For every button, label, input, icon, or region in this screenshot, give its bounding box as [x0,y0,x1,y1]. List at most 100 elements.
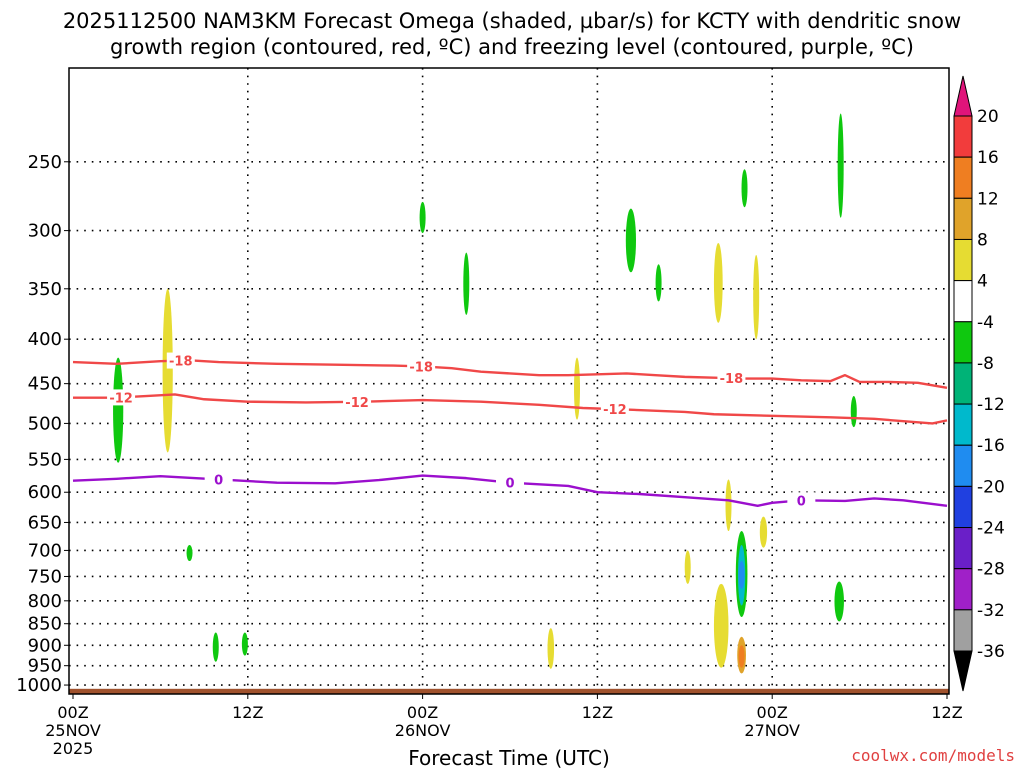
y-tick-label: 500 [28,413,62,434]
contour-label-bg [343,393,372,410]
colorbar-bin [953,362,973,405]
colorbar-label: -8 [977,354,994,374]
y-tick-label: 950 [28,656,62,677]
terrain-band [69,688,949,694]
omega-feature [463,252,470,315]
colorbar-bin [953,280,973,323]
y-tick-label: 450 [28,374,62,395]
contour-label-bg [107,389,136,406]
colorbar-bin [953,321,973,364]
colorbar-bin [953,403,973,446]
x-tick-label: 00Z [57,703,88,722]
colorbar-bin [953,238,973,282]
omega-feature [162,288,173,453]
x-tick-label: 2025 [53,739,94,758]
colorbar-label: -36 [977,642,1005,662]
plot-area: -18 -18 -18 -12 -12 -12 0 0 0 [68,67,950,695]
omega-feature [212,632,219,662]
y-axis: 2503003504004505005506006507007508008509… [16,152,69,696]
terrain-fill [69,688,949,694]
omega-feature [738,645,745,668]
y-tick-label: 650 [28,512,62,533]
omega-feature [655,264,662,302]
omega-feature [837,113,844,218]
colorbar-label: 16 [977,148,999,168]
colorbar-label: -16 [977,436,1005,456]
x-tick-label: 12Z [232,703,263,722]
y-tick-label: 300 [28,221,62,242]
y-tick-label: 700 [28,540,62,561]
colorbar-bin [953,156,973,199]
colorbar-bin [953,609,973,652]
colorbar-label: 20 [977,107,999,127]
omega-feature [547,628,555,669]
chart-title-line-1: 2025112500 NAM3KM Forecast Omega (shaded… [63,9,961,33]
contour--12 [73,393,948,425]
omega-feature [186,544,193,562]
plot-frame [68,67,950,695]
omega-feature [759,516,768,548]
omega-feature [753,254,760,340]
omega-feature [741,169,748,208]
y-tick-label: 600 [28,482,62,503]
contour-label: -12 [109,391,133,406]
contour-label-bg [496,474,524,491]
colorbar-bin [953,115,973,158]
omega-feature [834,581,844,622]
colorbar-bottom-arrow [953,650,973,692]
x-tick-label: 00Z [757,703,788,722]
y-tick-label: 400 [28,329,62,350]
y-tick-label: 550 [28,449,62,470]
colorbar-bin [953,444,973,487]
contour-label: 0 [214,473,223,488]
omega-feature [113,357,124,463]
temperature-contours: -18 -18 -18 -12 -12 -12 0 0 0 [72,352,948,509]
colorbar-bin [953,527,973,570]
omega-shaded-features [113,113,857,674]
omega-feature [241,632,248,656]
contour-label: 0 [797,494,806,509]
watermark: coolwx.com/models [851,746,1015,765]
contour-label-bg [787,492,816,509]
contour-label: -12 [603,403,627,418]
contour-label-bg [166,352,195,369]
omega-feature [738,561,745,589]
colorbar-bin [953,197,973,240]
omega-feature [725,479,732,532]
contour-label: -18 [720,372,744,387]
colorbar-label: -24 [977,519,1005,539]
colorbar-bin [953,568,973,611]
x-tick-label: 00Z [407,703,438,722]
contour-label: -18 [409,360,433,375]
contour-label-bg [204,471,233,488]
contour-label-bg [600,401,629,418]
y-tick-label: 250 [28,152,62,173]
y-tick-label: 800 [28,591,62,612]
contour-label-bg [407,358,436,375]
contour-label: -18 [169,355,193,370]
contour-0 [72,474,948,508]
y-tick-label: 900 [28,635,62,656]
x-tick-label: 12Z [582,703,613,722]
colorbar-label: -20 [977,477,1005,497]
contour-label: 0 [505,477,514,492]
omega-feature [419,201,426,234]
colorbar-bin [953,485,973,529]
omega-feature [713,583,729,668]
x-axis-label: Forecast Time (UTC) [408,746,610,768]
x-tick-label: 25NOV [45,721,101,740]
colorbar-top-arrow [953,75,973,117]
y-tick-label: 750 [28,566,62,587]
y-tick-label: 350 [28,279,62,300]
colorbar-label: -12 [977,395,1005,415]
grid-lines [69,68,949,694]
colorbar-label: -32 [977,601,1005,621]
omega-feature [684,550,691,584]
x-tick-label: 12Z [931,703,962,722]
omega-feature [574,357,581,420]
colorbar-label: 4 [977,272,988,292]
colorbar-label: 8 [977,230,988,250]
omega-feature [850,396,857,428]
